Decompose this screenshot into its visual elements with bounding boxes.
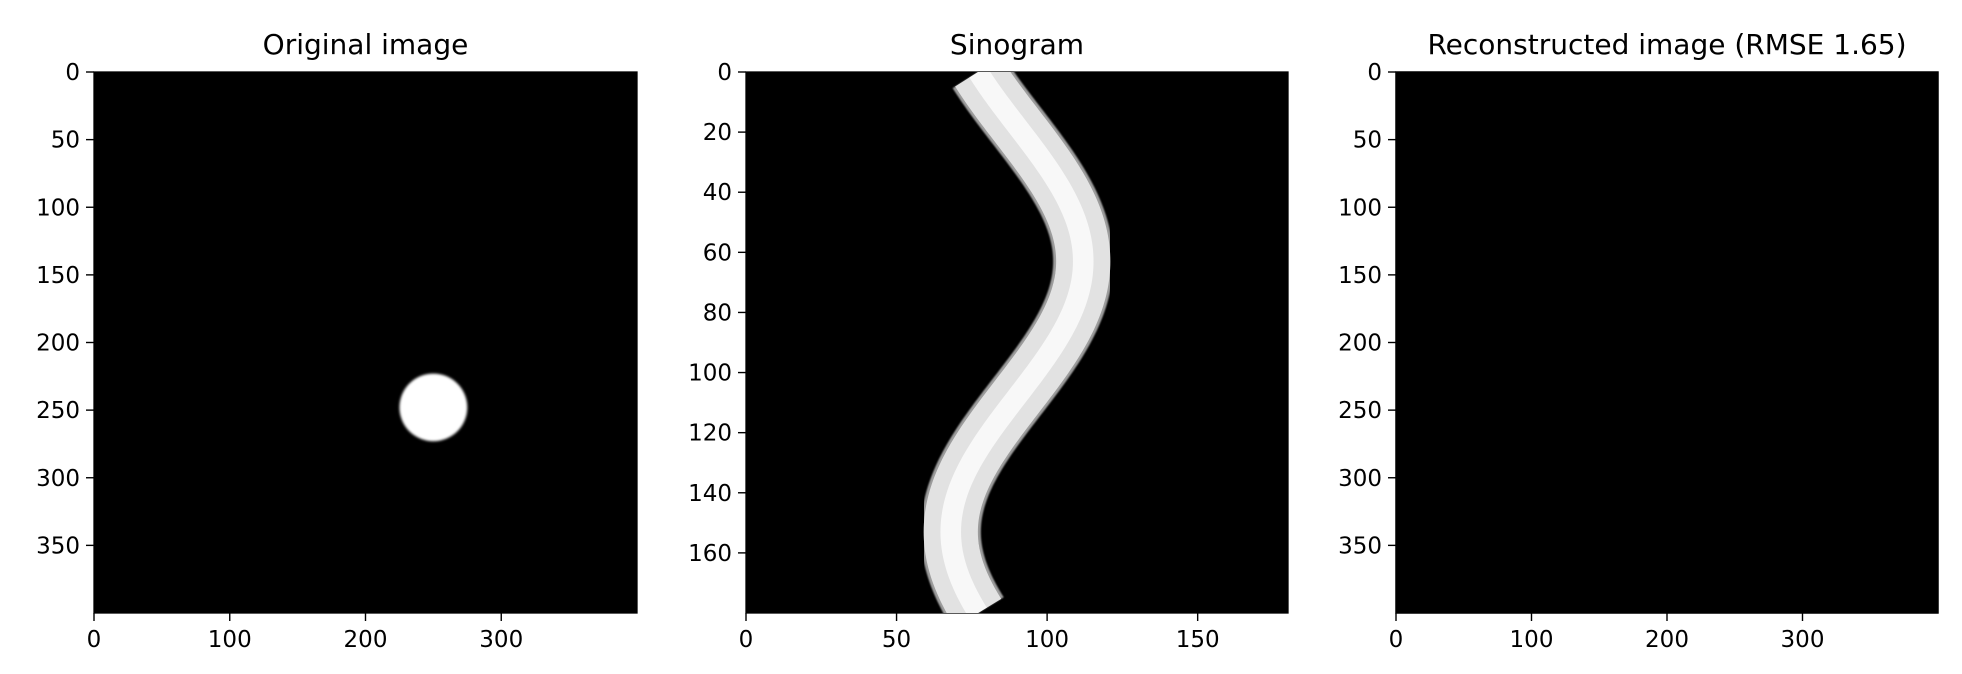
y-tick-label: 150: [1338, 263, 1382, 289]
heatmap-background: [1396, 72, 1938, 613]
y-tick-label: 140: [688, 481, 732, 507]
x-tick-label: 200: [1645, 627, 1689, 653]
y-tick-label: 80: [703, 300, 732, 326]
y-tick-label: 150: [36, 263, 80, 289]
y-tick-label: 350: [36, 533, 80, 559]
y-tick-label: 100: [36, 195, 80, 221]
y-tick-label: 300: [36, 466, 80, 492]
x-tick-label: 150: [1176, 627, 1220, 653]
chart-title: Reconstructed image (RMSE 1.65): [1427, 28, 1906, 61]
y-tick-label: 200: [1338, 331, 1382, 357]
x-tick-label: 0: [739, 627, 754, 653]
y-tick-label: 50: [1353, 128, 1382, 154]
x-tick-label: 50: [882, 627, 911, 653]
y-tick-label: 0: [65, 60, 80, 86]
y-tick-label: 250: [1338, 398, 1382, 424]
sinogram-highlight: [940, 72, 1094, 613]
x-tick-label: 300: [1781, 627, 1825, 653]
x-tick-label: 100: [1510, 627, 1554, 653]
y-tick-label: 200: [36, 331, 80, 357]
plot-frame: [1395, 71, 1939, 614]
x-tick-label: 200: [344, 627, 388, 653]
y-tick-label: 20: [703, 120, 732, 146]
heatmap-background: [94, 72, 637, 613]
plot-frame: [93, 71, 638, 614]
y-tick-label: 120: [688, 421, 732, 447]
panel-original-image: 0 100 200 300 0 50 100 150 200 250 300 350 Original …: [36, 28, 638, 653]
y-tick-label: 160: [688, 541, 732, 567]
y-tick-label: 100: [688, 361, 732, 387]
y-tick-label: 50: [51, 128, 80, 154]
x-tick-label: 100: [1025, 627, 1069, 653]
y-tick-label: 0: [717, 60, 732, 86]
panel-reconstructed-image: 0 100 200 300 0 50 100 150 200 250 300 350 Reconstru…: [1338, 28, 1939, 653]
x-tick-label: 300: [479, 627, 523, 653]
chart-title: Original image: [263, 28, 469, 61]
panel-sinogram: 0 50 100 150 0 20 40 60 80 100 120 140 160 Sinogram: [688, 28, 1289, 653]
chart-title: Sinogram: [950, 28, 1084, 61]
x-tick-label: 0: [87, 627, 102, 653]
y-tick-label: 0: [1367, 60, 1382, 86]
y-tick-label: 60: [703, 240, 732, 266]
y-tick-label: 300: [1338, 466, 1382, 492]
y-tick-label: 40: [703, 180, 732, 206]
x-tick-label: 0: [1389, 627, 1404, 653]
disk-feature: [399, 373, 468, 442]
y-tick-label: 250: [36, 398, 80, 424]
x-tick-label: 100: [208, 627, 252, 653]
plot-frame: [745, 71, 1289, 614]
y-tick-label: 350: [1338, 533, 1382, 559]
y-tick-label: 100: [1338, 195, 1382, 221]
